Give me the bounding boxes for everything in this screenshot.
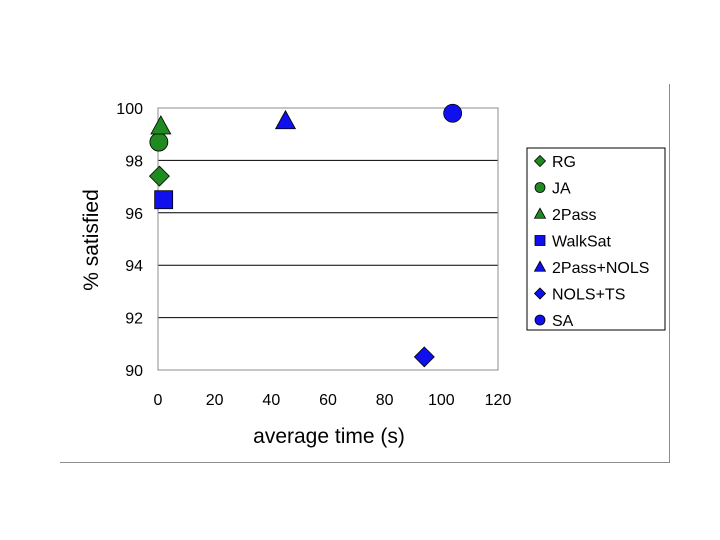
y-tick-label: 96 — [125, 206, 143, 223]
data-point — [149, 132, 169, 152]
legend-marker — [534, 235, 546, 246]
x-tick-label: 100 — [428, 392, 455, 409]
y-tick-label: 100 — [116, 101, 143, 118]
plot-area — [157, 107, 499, 371]
x-tick-label: 60 — [319, 392, 337, 409]
legend: RG JA 2Pass WalkSat 2Pass+NOLS NOLS+TS SA — [526, 147, 666, 331]
y-tick-label: 94 — [125, 258, 143, 275]
legend-entry: RG — [552, 154, 576, 171]
data-point — [148, 165, 170, 187]
legend-marker — [533, 207, 547, 219]
data-point — [154, 190, 174, 210]
y-axis-label: % satisfied — [80, 189, 103, 291]
legend-entry: WalkSat — [552, 234, 612, 251]
legend-box — [526, 147, 666, 331]
data-point — [150, 115, 172, 135]
legend-marker — [533, 154, 547, 168]
y-tick-label: 92 — [125, 311, 143, 328]
data-point — [274, 109, 297, 130]
x-axis-label: average time (s) — [253, 425, 405, 448]
legend-entry: 2Pass — [552, 207, 596, 224]
x-tick-label: 0 — [154, 392, 163, 409]
legend-entry: SA — [552, 313, 574, 330]
y-tick-label: 98 — [125, 153, 143, 170]
x-tick-label: 80 — [376, 392, 394, 409]
data-point — [413, 346, 435, 368]
x-tick-label: 20 — [206, 392, 224, 409]
y-tick-labels: 90 92 94 96 98 100 — [116, 101, 143, 380]
chart-frame — [60, 84, 670, 463]
legend-marker — [534, 182, 546, 193]
legend-marker — [534, 314, 546, 326]
legend-entry: JA — [552, 181, 571, 198]
x-tick-label: 120 — [485, 392, 512, 409]
legend-entry: NOLS+TS — [552, 287, 625, 304]
data-points — [148, 103, 463, 368]
legend-entry: 2Pass+NOLS — [552, 260, 649, 277]
legend-marker — [533, 260, 547, 272]
x-tick-label: 40 — [262, 392, 280, 409]
data-point — [443, 103, 463, 123]
x-tick-labels: 0 20 40 60 80 100 120 — [154, 392, 512, 409]
gridlines — [158, 159, 498, 319]
y-tick-label: 90 — [125, 363, 143, 380]
legend-marker — [533, 287, 547, 300]
